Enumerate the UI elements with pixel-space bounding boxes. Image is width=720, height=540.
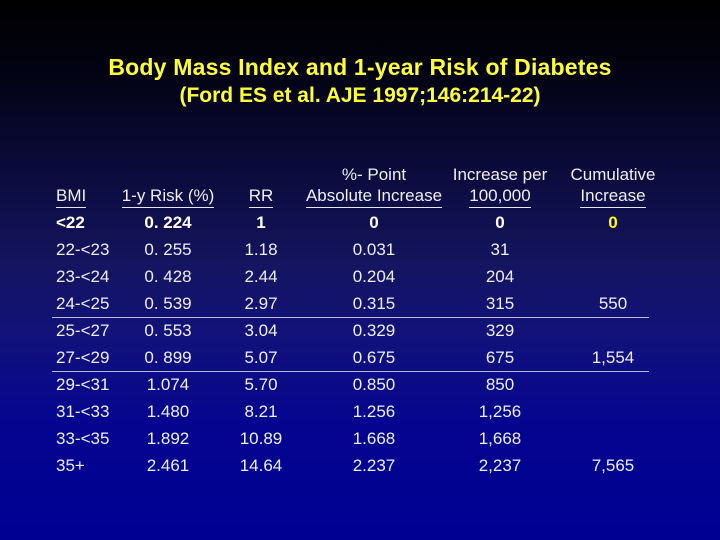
cell-per-100000: 0 [495, 213, 505, 232]
header-absolute-increase: %- Point Absolute Increase [305, 160, 443, 208]
cell-per-100000: 204 [485, 267, 515, 286]
cell-rr: 10.89 [239, 429, 283, 448]
cell-cumulative: 0 [608, 213, 618, 232]
cell-bmi: 25-<27 [56, 321, 110, 340]
cell-abs-increase: 0.204 [352, 267, 396, 286]
cell-rr: 2.97 [244, 294, 278, 313]
cell-rr: 2.44 [244, 267, 278, 286]
table-row: 25-<27 0. 553 3.04 0.329 329 [50, 317, 668, 344]
cell-cumulative [558, 236, 668, 263]
cell-risk: 0. 428 [144, 267, 192, 286]
cell-abs-increase: 0.315 [352, 294, 396, 313]
cell-per-100000: 315 [485, 294, 515, 313]
cell-rr: 1.18 [244, 240, 278, 259]
cell-bmi: 27-<29 [56, 348, 110, 367]
table-row: 33-<35 1.892 10.89 1.668 1,668 [50, 425, 668, 452]
cell-risk: 1.074 [146, 375, 190, 394]
table-row: 24-<25 0. 539 2.97 0.315 315 550 [50, 290, 668, 317]
cell-cumulative: 1,554 [591, 348, 635, 367]
cell-bmi: 24-<25 [56, 294, 110, 313]
table-row: 35+ 2.461 14.64 2.237 2,237 7,565 [50, 452, 668, 479]
header-line2: BMI [56, 185, 87, 208]
cell-cumulative [558, 263, 668, 290]
cell-risk: 0. 539 [144, 294, 192, 313]
cell-per-100000: 31 [490, 240, 510, 259]
header-line2: RR [248, 185, 274, 208]
cell-abs-increase: 0 [369, 213, 379, 232]
header-line2: 1-y Risk (%) [121, 185, 215, 208]
cell-risk: 2.461 [146, 456, 190, 475]
header-increase-per-100000: Increase per 100,000 [442, 160, 558, 208]
bmi-diabetes-table: BMI 1-y Risk (%) RR %- Point Absolute In… [50, 160, 668, 479]
cell-risk: 1.480 [146, 402, 190, 421]
cell-cumulative [558, 317, 668, 344]
cell-bmi: 33-<35 [56, 429, 110, 448]
table-row: 27-<29 0. 899 5.07 0.675 675 1,554 [50, 344, 668, 371]
cell-bmi: 23-<24 [56, 267, 110, 286]
cell-per-100000: 850 [485, 375, 515, 394]
cell-bmi: 31-<33 [56, 402, 110, 421]
cell-abs-increase: 0.031 [352, 240, 396, 259]
cell-bmi: 35+ [56, 456, 85, 475]
header-line2: Absolute Increase [305, 185, 443, 208]
table-row: 29-<31 1.074 5.70 0.850 850 [50, 371, 668, 398]
cell-per-100000: 1,256 [478, 402, 522, 421]
slide-title-citation: (Ford ES et al. AJE 1997;146:214-22) [179, 84, 541, 107]
table-row: 31-<33 1.480 8.21 1.256 1,256 [50, 398, 668, 425]
cell-per-100000: 2,237 [478, 456, 522, 475]
cell-cumulative: 7,565 [591, 456, 635, 475]
table-header-row: BMI 1-y Risk (%) RR %- Point Absolute In… [50, 160, 668, 208]
cell-risk: 0. 255 [144, 240, 192, 259]
header-line1: %- Point [341, 165, 407, 184]
cell-risk: 1.892 [146, 429, 190, 448]
cell-abs-increase: 1.668 [352, 429, 396, 448]
cell-rr: 5.70 [244, 375, 278, 394]
table-row: 22-<23 0. 255 1.18 0.031 31 [50, 236, 668, 263]
cell-bmi: 29-<31 [56, 375, 110, 394]
cell-abs-increase: 2.237 [352, 456, 396, 475]
cell-risk: 0. 899 [144, 348, 192, 367]
cell-abs-increase: 0.329 [352, 321, 396, 340]
header-line1: Cumulative [570, 165, 656, 184]
header-1y-risk: 1-y Risk (%) [120, 160, 216, 208]
cell-rr: 8.21 [244, 402, 278, 421]
cell-per-100000: 329 [485, 321, 515, 340]
cell-cumulative: 550 [598, 294, 628, 313]
cell-cumulative [558, 371, 668, 398]
slide-title-line1: Body Mass Index and 1-year Risk of Diabe… [108, 54, 612, 80]
cell-bmi: 22-<23 [56, 240, 110, 259]
header-line2: Increase [580, 185, 646, 208]
header-rr: RR [216, 160, 306, 208]
cell-rr: 1 [256, 213, 266, 232]
cell-cumulative [558, 425, 668, 452]
table-row: <22 0. 224 1 0 0 0 [50, 209, 668, 236]
header-cumulative-increase: Cumulative Increase [558, 160, 668, 208]
cell-abs-increase: 0.850 [352, 375, 396, 394]
cell-cumulative [558, 398, 668, 425]
cell-risk: 0. 553 [144, 321, 192, 340]
cell-per-100000: 675 [485, 348, 515, 367]
table-body: <22 0. 224 1 0 0 0 22-<23 0. 255 1.18 0.… [50, 209, 668, 479]
cell-abs-increase: 1.256 [352, 402, 396, 421]
cell-per-100000: 1,668 [478, 429, 522, 448]
cell-rr: 3.04 [244, 321, 278, 340]
cell-bmi: <22 [56, 213, 85, 232]
cell-rr: 14.64 [239, 456, 283, 475]
header-bmi: BMI [50, 160, 120, 208]
cell-abs-increase: 0.675 [352, 348, 396, 367]
cell-rr: 5.07 [244, 348, 278, 367]
cell-risk: 0. 224 [144, 213, 192, 232]
header-line1: Increase per [452, 165, 548, 184]
header-line2: 100,000 [469, 185, 531, 208]
slide-title: Body Mass Index and 1-year Risk of Diabe… [0, 52, 720, 110]
table-row: 23-<24 0. 428 2.44 0.204 204 [50, 263, 668, 290]
